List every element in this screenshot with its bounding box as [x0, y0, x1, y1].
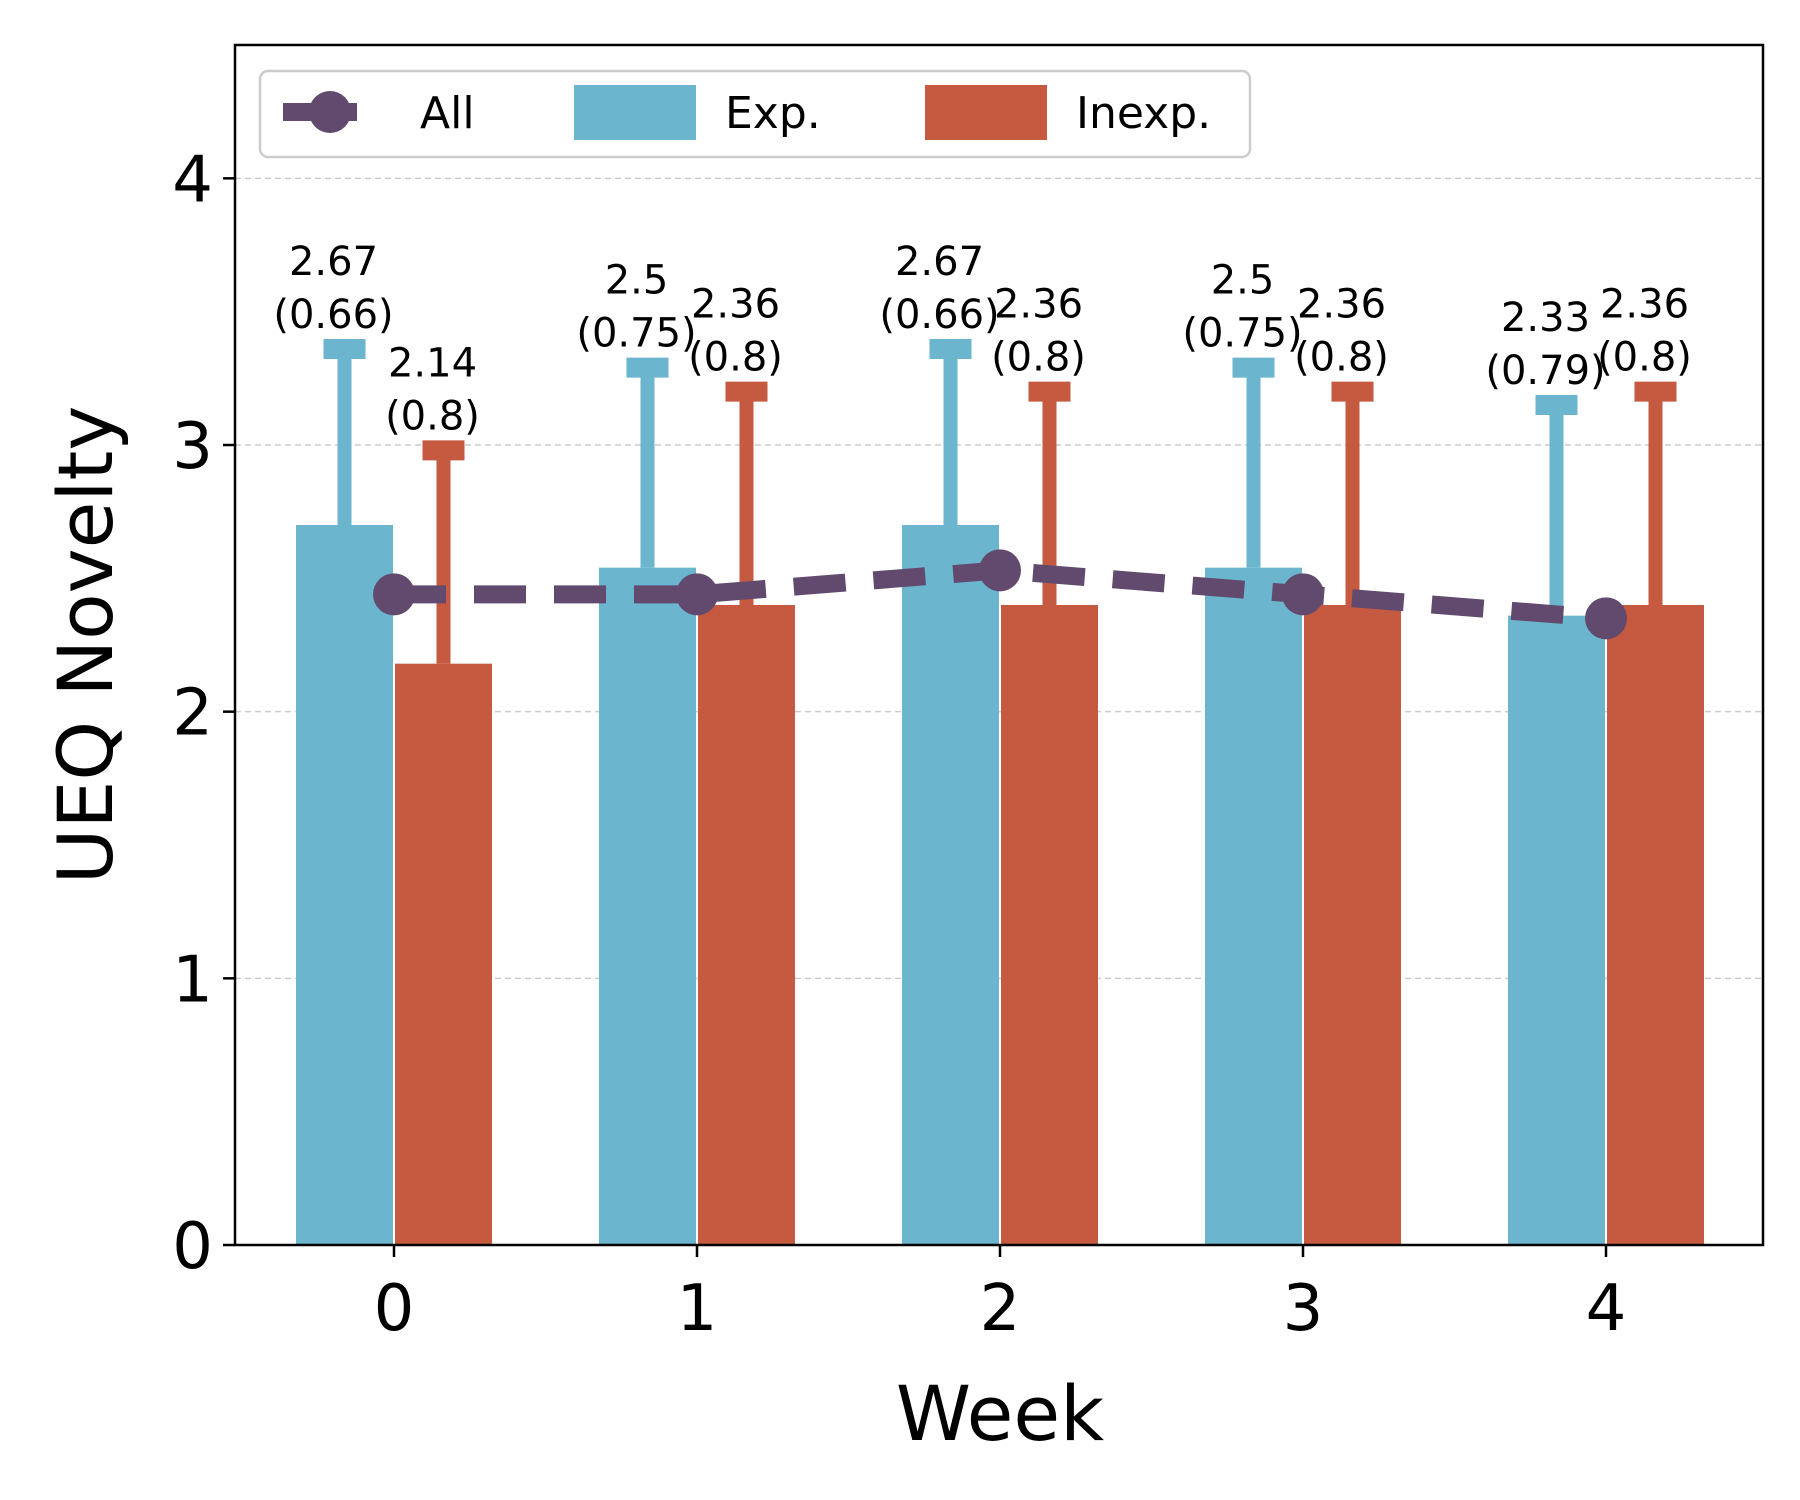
inexp-value-label: 2.36 — [994, 282, 1083, 328]
exp-value-label: 2.5 — [605, 258, 669, 304]
exp-value-label: 2.33 — [1501, 295, 1590, 341]
legend: All Exp. Inexp. — [258, 69, 1252, 159]
all-point — [979, 549, 1021, 592]
all-series-line — [373, 549, 1627, 640]
legend-exp-swatch — [574, 85, 696, 140]
inexp-sd-label: (0.8) — [1597, 335, 1692, 381]
y-tick-label: 3 — [172, 410, 213, 484]
inexp-bar — [1304, 605, 1401, 1245]
bar-value-labels: 2.67(0.66)2.5(0.75)2.67(0.66)2.5(0.75) 2.… — [273, 239, 1692, 439]
inexp-sd-label: (0.8) — [1294, 335, 1389, 381]
exp-value-label: 2.5 — [1211, 258, 1275, 304]
exp-sd-label: (0.79) — [1485, 348, 1605, 394]
inexp-bar — [1001, 605, 1098, 1245]
exp-bar — [902, 525, 999, 1245]
error-bars — [323, 339, 1677, 664]
x-tick-label: 3 — [1283, 1272, 1324, 1346]
x-tick-label: 1 — [677, 1272, 718, 1346]
legend-exp-label: Exp. — [725, 88, 821, 139]
all-point — [1282, 573, 1324, 616]
inexp-bar — [698, 605, 795, 1245]
all-point — [1585, 597, 1627, 640]
x-tick-label: 4 — [1586, 1272, 1627, 1346]
legend-all-label: All — [420, 88, 475, 139]
exp-sd-label: (0.75) — [576, 311, 696, 357]
exp-bar — [296, 525, 393, 1245]
inexp-value-label: 2.14 — [388, 340, 477, 386]
legend-inexp-label: Inexp. — [1076, 88, 1211, 139]
x-tick-label: 0 — [374, 1272, 415, 1346]
y-tick-label: 1 — [172, 943, 213, 1017]
y-tick-label: 4 — [172, 143, 213, 217]
exp-value-label: 2.67 — [895, 239, 984, 285]
inexp-value-label: 2.36 — [1297, 282, 1386, 328]
all-point — [373, 573, 415, 616]
inexp-value-label: 2.36 — [691, 282, 780, 328]
x-tick-label: 2 — [980, 1272, 1021, 1346]
exp-bar — [599, 567, 696, 1245]
inexp-sd-label: (0.8) — [991, 335, 1086, 381]
exp-sd-label: (0.75) — [1182, 311, 1302, 357]
inexp-sd-label: (0.8) — [688, 335, 783, 381]
all-point — [676, 573, 718, 616]
y-tick-label: 0 — [172, 1210, 213, 1284]
exp-bar — [1205, 567, 1302, 1245]
legend-all-marker — [309, 91, 351, 133]
x-axis-title: Week — [896, 1369, 1104, 1458]
inexp-value-label: 2.36 — [1600, 282, 1689, 328]
exp-sd-label: (0.66) — [879, 292, 999, 338]
axes: 0 1 2 3 4 0 1 2 3 4 — [172, 43, 1765, 1346]
legend-inexp-swatch — [925, 85, 1047, 140]
bars — [296, 525, 1704, 1245]
inexp-bar — [1607, 605, 1704, 1245]
inexp-bar — [395, 663, 492, 1245]
inexp-sd-label: (0.8) — [385, 393, 480, 439]
y-tick-label: 2 — [172, 677, 213, 751]
exp-bar — [1508, 615, 1605, 1245]
y-axis-title: UEQ Novelty — [41, 406, 130, 885]
exp-value-label: 2.67 — [289, 239, 378, 285]
exp-sd-label: (0.66) — [273, 292, 393, 338]
